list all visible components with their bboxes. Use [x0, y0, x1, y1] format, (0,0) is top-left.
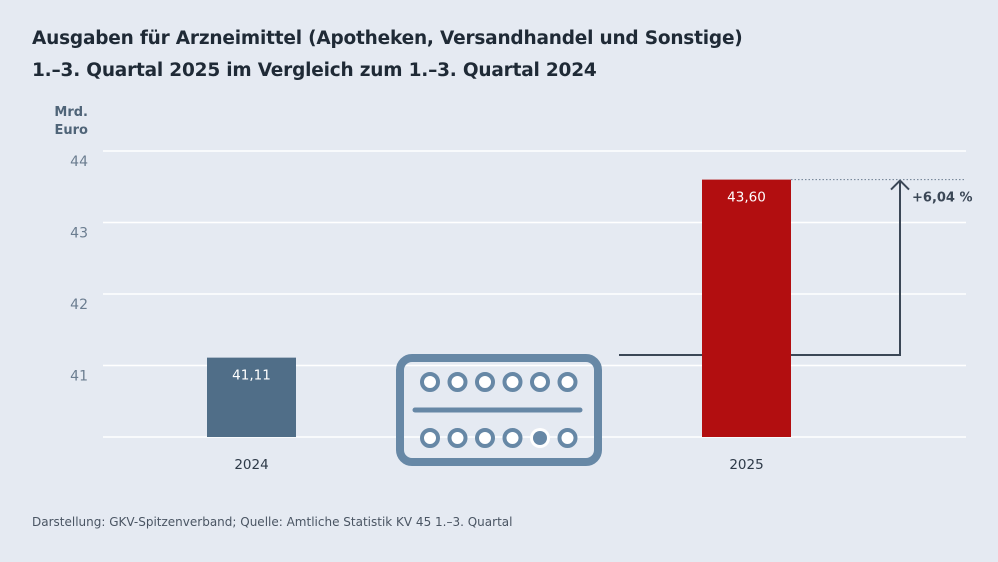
bar-2024 — [207, 357, 296, 437]
arrow-head-icon — [890, 179, 910, 191]
y-axis-label-line1: Mrd. — [54, 105, 88, 120]
y-tick-label: 44 — [70, 154, 88, 170]
x-tick-label: 2024 — [234, 457, 268, 473]
y-axis-label: Mrd. Euro — [40, 104, 88, 140]
bar-value-label: 41,11 — [232, 368, 271, 384]
bar-value-label: 43,60 — [727, 190, 766, 206]
change-annotation: +6,04 % — [912, 191, 973, 206]
source-note: Darstellung: GKV-Spitzenverband; Quelle:… — [32, 515, 513, 529]
y-tick-label: 41 — [70, 369, 88, 385]
y-axis-label-line2: Euro — [54, 123, 88, 138]
y-tick-label: 43 — [70, 226, 88, 242]
x-tick-label: 2025 — [729, 457, 763, 473]
chart-title-line1: Ausgaben für Arzneimittel (Apotheken, Ve… — [32, 28, 743, 49]
chart-title-line2: 1.–3. Quartal 2025 im Vergleich zum 1.–3… — [32, 60, 597, 81]
y-tick-label: 42 — [70, 297, 88, 313]
pill-blister-icon — [396, 354, 602, 466]
bar-2025 — [702, 179, 791, 437]
